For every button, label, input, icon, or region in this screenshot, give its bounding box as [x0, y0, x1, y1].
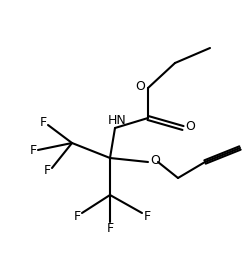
Text: F: F	[106, 222, 114, 235]
Text: F: F	[43, 164, 51, 178]
Text: O: O	[185, 120, 195, 134]
Text: F: F	[39, 115, 47, 129]
Text: O: O	[135, 80, 145, 94]
Text: F: F	[143, 210, 151, 222]
Text: O: O	[150, 154, 160, 168]
Text: F: F	[30, 144, 36, 156]
Text: F: F	[73, 210, 81, 222]
Text: HN: HN	[108, 114, 126, 128]
